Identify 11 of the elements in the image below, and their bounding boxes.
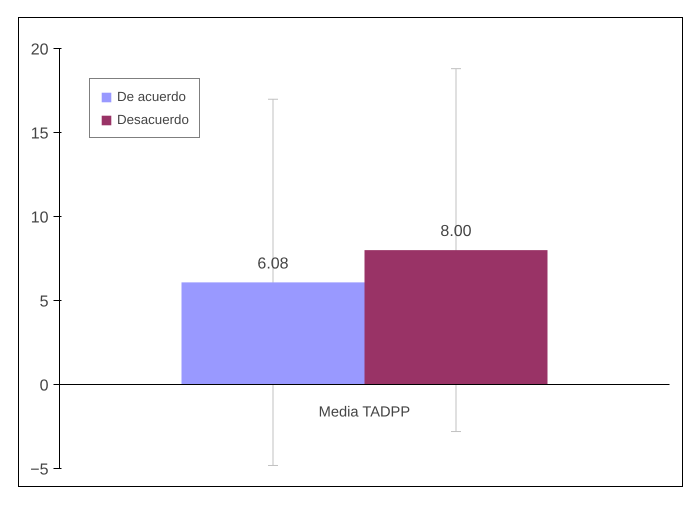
- y-tick-label: 20: [30, 42, 49, 58]
- legend-label: De acuerdo: [117, 89, 186, 104]
- data-label: 8.00: [440, 223, 472, 240]
- data-label: 6.08: [257, 255, 289, 272]
- y-tick-label: 5: [40, 294, 49, 310]
- y-tick-label: 10: [30, 210, 49, 226]
- y-tick-label: 15: [30, 126, 49, 142]
- y-tick-label: 0: [40, 378, 49, 394]
- legend-label: Desacuerdo: [117, 112, 189, 127]
- y-tick-label: −5: [30, 462, 49, 478]
- x-tick-label: Media TADPP: [318, 404, 410, 420]
